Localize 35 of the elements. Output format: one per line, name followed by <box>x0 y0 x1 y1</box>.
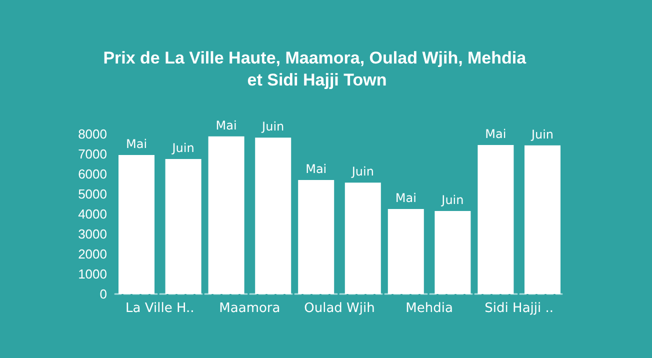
bar <box>298 180 334 294</box>
y-tick-label: 8000 <box>78 126 107 142</box>
y-tick-label: 6000 <box>78 166 107 182</box>
text: Juin <box>352 164 374 179</box>
bar <box>344 182 381 294</box>
bar <box>434 211 471 294</box>
text: Mai <box>395 191 416 205</box>
bar <box>524 145 560 294</box>
y-tick-label: 3000 <box>78 226 107 242</box>
x-tick-label: La Ville H.. <box>126 301 194 316</box>
y-tick-label: 2000 <box>78 246 107 262</box>
x-tick-label: Maamora <box>219 301 280 316</box>
text: Mai <box>306 162 327 176</box>
bar <box>478 145 514 294</box>
series-label: Mai <box>126 137 148 151</box>
x-tick-label: Mehdia <box>406 301 453 316</box>
text: Juin <box>262 120 284 134</box>
y-tick-label: 1000 <box>78 266 107 282</box>
chart-title: Prix de La Ville Haute, Maamora, Oulad Wjih, Mehdia et Sidi Hajji Town <box>103 48 531 90</box>
y-tick-label: 4000 <box>78 206 107 222</box>
bar <box>165 159 202 294</box>
text: Juin <box>531 127 554 142</box>
series-label: Juin <box>171 141 194 155</box>
y-tick-label: 0 <box>100 286 107 302</box>
text: Juin <box>442 193 464 207</box>
text: Mai <box>485 127 506 141</box>
x-tick-label: Sidi Hajji .. <box>484 301 554 316</box>
text: Mai <box>216 118 237 132</box>
y-tick-label: 7000 <box>78 146 107 162</box>
bar <box>118 155 154 294</box>
bar <box>255 138 292 294</box>
y-tick-label: 5000 <box>78 186 107 202</box>
bar <box>208 136 244 294</box>
x-tick-label: Oulad Wjih <box>304 301 375 316</box>
bar <box>388 209 424 294</box>
